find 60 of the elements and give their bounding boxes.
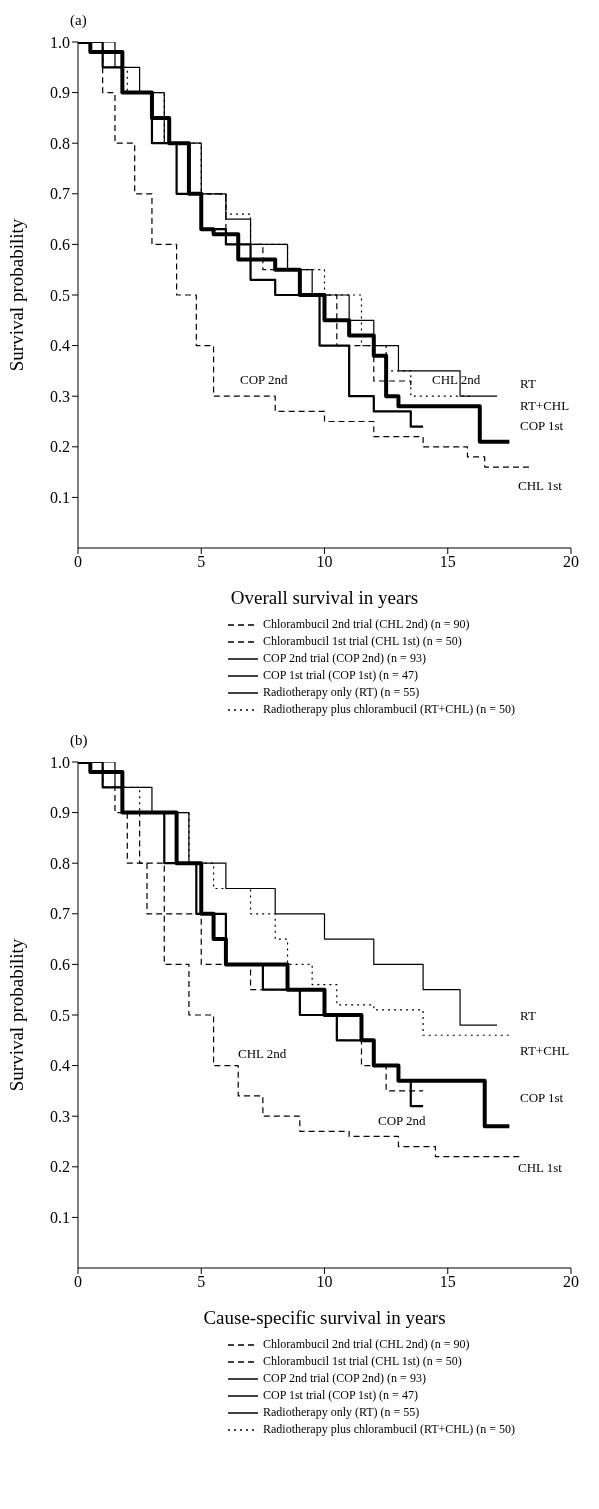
annotation: RT (520, 1008, 536, 1023)
annotation: CHL 2nd (238, 1046, 287, 1061)
annotation: CHL 1st (518, 1160, 562, 1175)
text: 1.0 (50, 753, 70, 771)
legend-label: Chlorambucil 1st trial (CHL 1st) (n = 50) (263, 1354, 462, 1368)
x-axis-title: Cause-specific survival in years (203, 1307, 446, 1328)
y-tick-label: 0.1 (50, 1209, 70, 1227)
x-tick-label: 15 (439, 553, 456, 571)
x-tick-label: 20 (563, 553, 579, 571)
y-tick-label: 0.7 (50, 185, 70, 203)
annotation: RT (520, 376, 536, 391)
x-tick-label: 15 (439, 1273, 456, 1291)
annotation: RT+CHL (520, 398, 570, 413)
y-axis-title: Survival probability (5, 938, 27, 1092)
x-tick-label: 10 (316, 553, 333, 571)
x-tick-label: 20 (563, 1273, 579, 1291)
y-tick-label: 0.5 (50, 286, 70, 304)
y-tick-label: 0.9 (50, 84, 70, 102)
y-tick-label: 0.3 (50, 387, 70, 405)
legend-label: Radiotherapy only (RT) (n = 55) (263, 685, 420, 699)
legend-label: Chlorambucil 1st trial (CHL 1st) (n = 50) (263, 634, 462, 648)
annotation: CHL 1st (518, 478, 562, 493)
x-tick-label: 0 (74, 1273, 82, 1291)
annotation: COP 1st (520, 418, 564, 433)
y-tick-label: 0.1 (50, 489, 70, 507)
text: 1.0 (50, 33, 70, 51)
legend-label: Radiotherapy plus chlorambucil (RT+CHL) (n = 50) (263, 702, 516, 716)
y-tick-label: 0.2 (50, 438, 70, 456)
y-tick-label: 0.7 (50, 905, 70, 923)
annotation: CHL 2nd (432, 372, 481, 387)
legend-label: COP 1st trial (COP 1st) (n = 47) (263, 1388, 418, 1402)
annotation: COP 2nd (240, 372, 288, 387)
y-tick-label: 0.2 (50, 1158, 70, 1176)
y-tick-label: 0.6 (50, 956, 70, 974)
y-axis-title: Survival probability (5, 218, 27, 372)
y-tick-label: 0.4 (50, 1057, 70, 1075)
annotation: RT+CHL (520, 1043, 570, 1058)
x-tick-label: 10 (316, 1273, 333, 1291)
y-tick-label: 0.3 (50, 1107, 70, 1125)
y-tick-label: 0.6 (50, 236, 70, 254)
x-tick-label: 5 (197, 1273, 206, 1291)
y-tick-label: 0.4 (50, 337, 70, 355)
y-tick-label: 0.8 (50, 134, 70, 152)
chart-title: (b) (70, 732, 88, 748)
y-tick-label: 0.5 (50, 1006, 70, 1024)
legend-label: Chlorambucil 2nd trial (CHL 2nd) (n = 90) (263, 1337, 470, 1351)
x-tick-label: 5 (197, 553, 206, 571)
legend-label: Chlorambucil 2nd trial (CHL 2nd) (n = 90) (263, 617, 470, 631)
y-tick-label: 0.9 (50, 804, 70, 822)
chart-title: (a) (70, 12, 87, 28)
legend-label: COP 2nd trial (COP 2nd) (n = 93) (263, 651, 426, 665)
annotation: COP 1st (520, 1090, 564, 1105)
x-tick-label: 0 (74, 553, 82, 571)
y-tick-label: 0.8 (50, 854, 70, 872)
legend-label: COP 2nd trial (COP 2nd) (n = 93) (263, 1371, 426, 1385)
legend-label: COP 1st trial (COP 1st) (n = 47) (263, 668, 418, 682)
legend-label: Radiotherapy only (RT) (n = 55) (263, 1405, 420, 1419)
x-axis-title: Overall survival in years (230, 587, 419, 608)
legend-label: Radiotherapy plus chlorambucil (RT+CHL) (n = 50) (263, 1422, 516, 1436)
annotation: COP 2nd (378, 1113, 426, 1128)
